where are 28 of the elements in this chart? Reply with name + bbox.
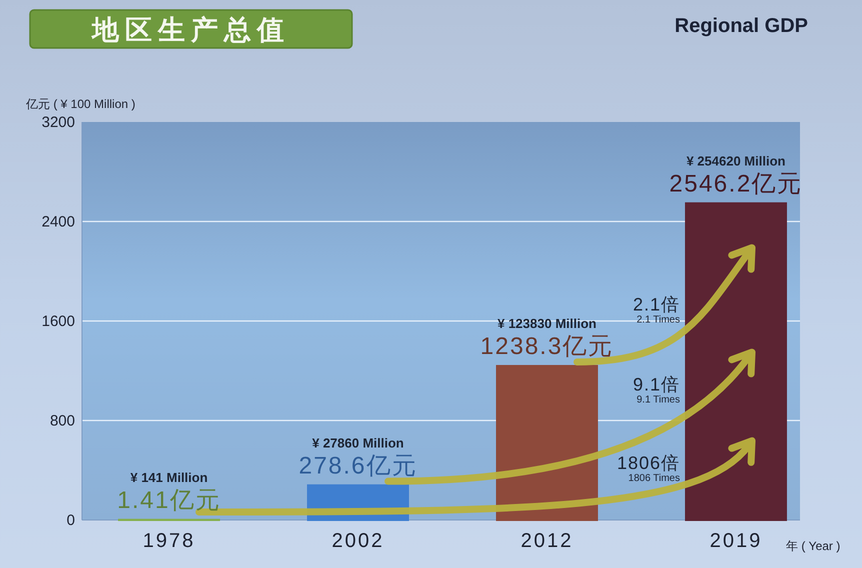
y-tick-label: 2400 (42, 213, 75, 230)
annotation: 9.1 Times (636, 394, 680, 406)
data-label: 2546.2亿元 (669, 170, 803, 198)
annotation: 2.1 Times (636, 314, 680, 326)
annotation: ¥ 141 Million (130, 470, 208, 485)
x-tick-label: 1978 (142, 530, 196, 552)
annotation: ¥ 123830 Million (497, 316, 597, 331)
data-label: 1.41亿元 (117, 486, 221, 514)
annotation: 9.1倍 (632, 374, 680, 394)
data-label: 1238.3亿元 (480, 332, 614, 360)
annotation: 1806倍 (616, 452, 680, 473)
y-tick-label: 1600 (42, 312, 75, 330)
chart-title: 地区生产总值 (91, 15, 290, 45)
x-tick-label: 2019 (710, 530, 762, 552)
annotation: ¥ 254620 Million (686, 153, 786, 168)
annotation: ¥ 27860 Million (312, 435, 404, 450)
y-tick-label: 0 (66, 512, 75, 529)
y-tick-label: 3200 (42, 114, 75, 131)
y-tick-label: 800 (50, 412, 75, 430)
bar (496, 364, 598, 521)
annotation: 2.1倍 (632, 294, 680, 314)
x-tick-label: 2012 (520, 530, 574, 552)
chart-subtitle: Regional GDP (674, 15, 808, 37)
x-tick-label: 2002 (332, 530, 384, 552)
annotation: 1806 Times (628, 472, 680, 484)
y-axis-title: 亿元 ( ¥ 100 Million ) (25, 97, 136, 111)
data-label: 278.6亿元 (298, 452, 418, 480)
x-axis-title: 年 ( Year ) (786, 539, 840, 553)
